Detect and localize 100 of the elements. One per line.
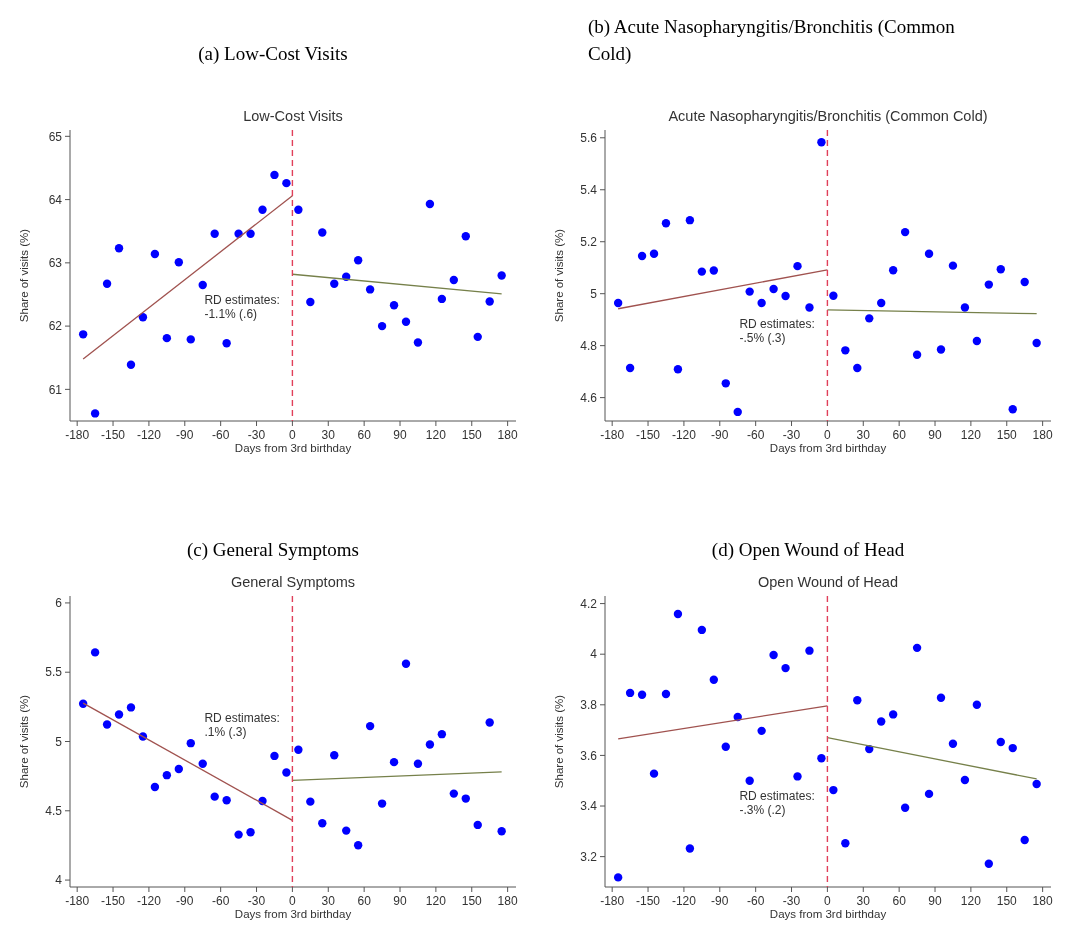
point [1032, 338, 1041, 348]
point [972, 336, 982, 346]
x-axis-title: Days from 3rd birthday [234, 442, 352, 454]
x-tick-label: 30 [321, 894, 336, 908]
point [877, 298, 886, 308]
point [888, 710, 898, 719]
x-tick-label: -60 [211, 428, 230, 442]
x-tick-label: 30 [856, 428, 871, 442]
point [805, 646, 814, 655]
point [294, 745, 303, 755]
x-tick-label: 60 [892, 894, 907, 908]
y-tick-label: 3.4 [580, 799, 598, 814]
point [174, 764, 184, 774]
point [210, 229, 219, 238]
point [330, 279, 339, 288]
point [1020, 835, 1029, 845]
x-axis-title: Days from 3rd birthday [769, 442, 887, 454]
point [996, 737, 1005, 747]
x-tick-label: -90 [711, 428, 729, 442]
point [186, 335, 195, 344]
point [793, 772, 802, 781]
chart-title: General Symptoms [230, 574, 356, 590]
y-tick-label: 4.6 [580, 390, 598, 405]
point [258, 205, 267, 214]
point [114, 244, 124, 253]
annotation: RD estimates: -.5% (.3) [739, 317, 815, 345]
point [282, 768, 291, 777]
chart-subtitle: (a) Low-Cost Visits [198, 43, 348, 65]
x-tick-label: 180 [497, 894, 518, 908]
point [222, 338, 231, 348]
point [449, 275, 459, 285]
point [425, 740, 435, 749]
point [912, 350, 922, 359]
point [853, 363, 862, 373]
point [401, 659, 411, 668]
annotation: RD estimates: -.3% (.2) [739, 789, 815, 817]
point [960, 775, 970, 785]
point [984, 280, 994, 289]
x-tick-label: 180 [1032, 894, 1053, 908]
point [853, 696, 862, 705]
point [198, 280, 207, 290]
point [365, 285, 375, 294]
point [162, 333, 172, 343]
point [781, 291, 790, 301]
point [353, 256, 363, 265]
point [793, 261, 802, 271]
point [877, 717, 886, 726]
x-tick-label: 150 [996, 428, 1018, 442]
point [817, 138, 826, 147]
point [841, 346, 850, 355]
point [270, 751, 279, 761]
point [306, 797, 315, 806]
x-tick-label: 180 [1032, 428, 1053, 442]
x-tick-label: 120 [425, 428, 447, 442]
point [649, 249, 659, 258]
x-tick-label: -60 [746, 428, 765, 442]
point [102, 720, 112, 729]
point [318, 228, 327, 237]
point [401, 317, 411, 326]
x-tick-label: 90 [393, 894, 408, 908]
point [1020, 277, 1029, 287]
point [150, 782, 160, 792]
point [174, 258, 184, 267]
point [900, 803, 910, 812]
point [138, 313, 148, 322]
x-tick-label: 30 [321, 428, 336, 442]
point [353, 841, 363, 850]
x-tick-label: -180 [600, 428, 625, 442]
point [389, 757, 399, 767]
x-tick-label: -120 [671, 428, 697, 442]
chart-subtitle: (b) Acute Nasopharyngitis/Bronchitis (Common Cold) [588, 16, 956, 65]
point [661, 689, 671, 699]
y-tick-label: 4.5 [45, 803, 63, 818]
x-tick-label: -90 [711, 894, 729, 908]
point [389, 301, 399, 310]
point [497, 271, 506, 280]
point [613, 873, 623, 882]
point [186, 738, 195, 748]
point [90, 648, 100, 657]
point [377, 799, 387, 808]
x-tick-label: -30 [782, 894, 801, 908]
y-tick-label: 5.5 [45, 665, 63, 680]
y-tick-label: 5.2 [580, 234, 598, 249]
point [649, 769, 659, 778]
chart-subtitle: (d) Open Wound of Head [711, 539, 905, 561]
x-axis-title: Days from 3rd birthday [234, 908, 352, 920]
chart-title: Low-Cost Visits [243, 108, 343, 124]
point [673, 609, 683, 619]
point [613, 298, 623, 308]
point [888, 266, 898, 275]
point [805, 303, 814, 312]
point [377, 321, 387, 331]
point [697, 267, 707, 276]
x-tick-label: 150 [461, 894, 483, 908]
point [330, 751, 339, 760]
y-tick-label: 63 [48, 256, 63, 271]
point [497, 827, 506, 836]
y-tick-label: 6 [55, 596, 63, 611]
point [150, 249, 160, 259]
y-tick-label: 5 [55, 734, 63, 749]
